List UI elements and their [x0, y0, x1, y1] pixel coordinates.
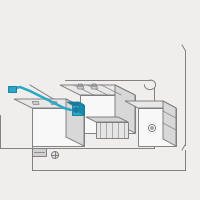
Polygon shape [60, 85, 135, 95]
Polygon shape [80, 95, 135, 133]
Polygon shape [67, 102, 84, 105]
Circle shape [148, 124, 156, 132]
Polygon shape [138, 108, 176, 146]
Polygon shape [32, 101, 39, 104]
Polygon shape [66, 99, 84, 146]
Polygon shape [78, 84, 83, 86]
Circle shape [74, 108, 78, 112]
Polygon shape [32, 108, 84, 146]
Polygon shape [50, 101, 57, 104]
Polygon shape [8, 86, 16, 92]
Polygon shape [92, 84, 97, 86]
Polygon shape [115, 85, 135, 133]
Polygon shape [91, 86, 98, 89]
Polygon shape [96, 122, 128, 138]
Circle shape [52, 152, 58, 158]
Polygon shape [125, 101, 176, 108]
Polygon shape [86, 117, 128, 122]
Polygon shape [32, 148, 46, 156]
Polygon shape [79, 102, 84, 115]
Polygon shape [72, 105, 84, 115]
Polygon shape [14, 99, 84, 108]
Polygon shape [77, 86, 84, 89]
Polygon shape [163, 101, 176, 146]
Circle shape [151, 127, 154, 130]
